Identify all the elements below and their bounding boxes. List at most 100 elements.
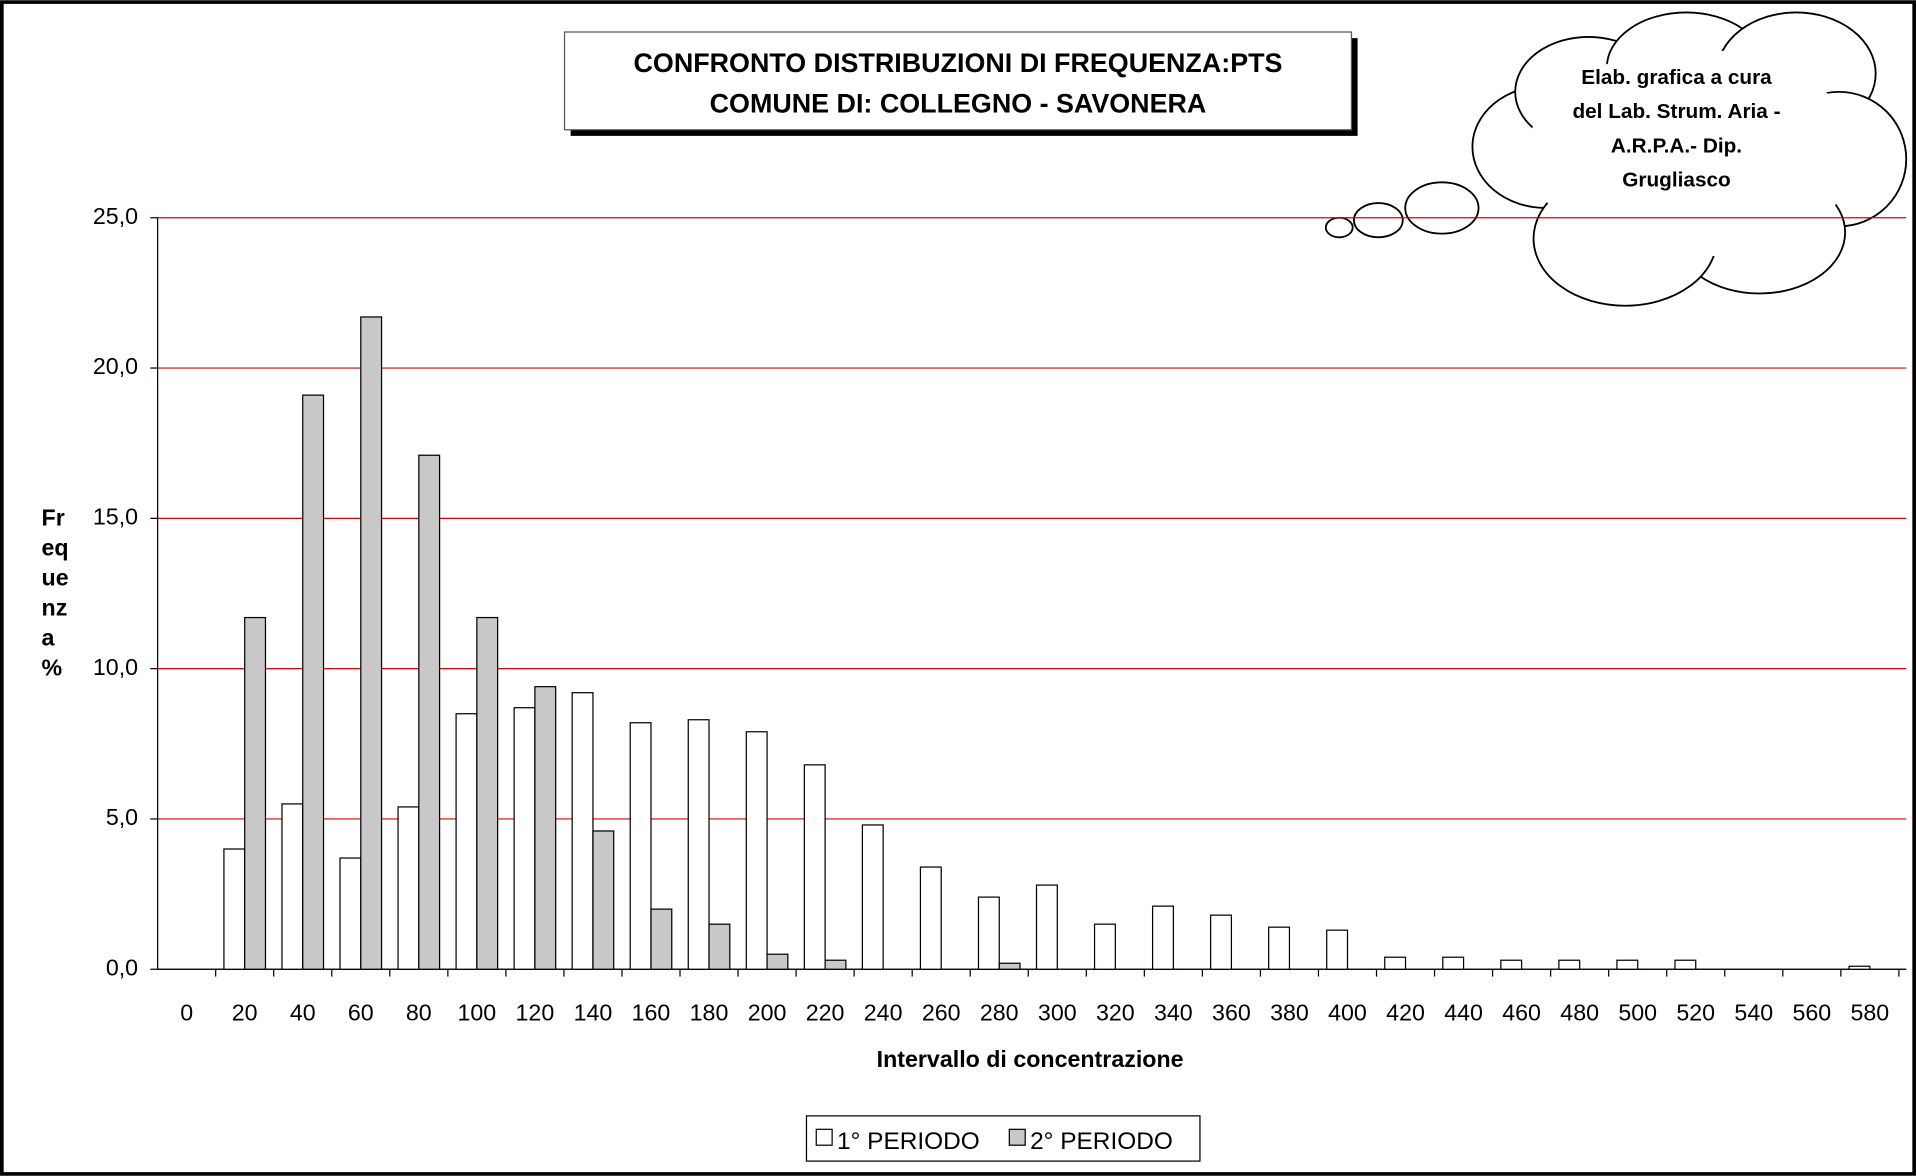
x-tick-label: 560: [1792, 1000, 1831, 1026]
bar: [476, 616, 499, 970]
x-tick-label: 480: [1560, 1000, 1599, 1026]
bar: [223, 848, 246, 970]
bar: [534, 686, 557, 970]
y-axis-title: %: [42, 654, 63, 680]
bar: [1035, 884, 1058, 970]
bar: [1500, 959, 1523, 970]
plot: [150, 217, 1907, 977]
x-tick-label: 40: [290, 1000, 316, 1026]
bar: [1674, 959, 1697, 970]
legend-box: [805, 1115, 1201, 1162]
y-tick-label: 15,0: [93, 503, 138, 529]
bar: [1848, 965, 1871, 970]
bar: [1326, 929, 1349, 970]
x-tick-label: 420: [1386, 1000, 1425, 1026]
y-axis-title: a: [42, 624, 56, 650]
x-tick-label: 540: [1734, 1000, 1773, 1026]
bar: [977, 896, 1000, 970]
annotation-line: del Lab. Strum. Aria -: [1572, 100, 1780, 123]
bar: [1210, 914, 1233, 970]
bar: [302, 394, 325, 970]
bar: [281, 803, 304, 970]
x-tick-label: 360: [1212, 1000, 1251, 1026]
x-tick-label: 60: [348, 1000, 374, 1026]
bar: [1616, 959, 1639, 970]
x-tick-label: 400: [1328, 1000, 1367, 1026]
x-tick-label: 520: [1676, 1000, 1715, 1026]
x-tick-label: 380: [1270, 1000, 1309, 1026]
x-tick-label: 300: [1038, 1000, 1077, 1026]
title-box: [563, 31, 1353, 131]
x-tick-label: 260: [922, 1000, 961, 1026]
x-tick-label: 220: [806, 1000, 845, 1026]
y-axis-title: eq: [42, 535, 69, 561]
x-tick-label: 120: [516, 1000, 555, 1026]
x-tick-label: 200: [748, 1000, 787, 1026]
cloud-fill: [1527, 49, 1858, 257]
bar: [1093, 923, 1116, 970]
cloud-bubble: [1324, 216, 1354, 239]
x-tick-label: 460: [1502, 1000, 1541, 1026]
cloud-bubble: [1352, 202, 1404, 239]
x-tick-label: 20: [232, 1000, 258, 1026]
bar: [687, 719, 710, 970]
legend-label: 2° PERIODO: [1030, 1128, 1173, 1155]
annotation-line: Grugliasco: [1622, 169, 1730, 192]
x-axis-title: Intervallo di concentrazione: [877, 1046, 1184, 1072]
y-axis-title: Fr: [42, 505, 65, 531]
chart-title: COMUNE DI: COLLEGNO - SAVONERA: [710, 88, 1207, 118]
bar: [1442, 956, 1465, 970]
x-tick-label: 0: [180, 1000, 193, 1026]
y-tick-label: 0,0: [106, 954, 138, 980]
legend-swatch: [1008, 1128, 1026, 1146]
cloud: [1324, 11, 1908, 307]
bar: [455, 713, 478, 970]
bar: [803, 764, 826, 970]
y-tick-label: 25,0: [93, 203, 138, 229]
y-tick-label: 10,0: [93, 654, 138, 680]
x-tick-label: 180: [690, 1000, 729, 1026]
bar: [1268, 926, 1291, 970]
bar: [1558, 959, 1581, 970]
x-tick-label: 320: [1096, 1000, 1135, 1026]
annotation-line: Elab. grafica a cura: [1581, 66, 1772, 89]
bar: [1151, 905, 1174, 970]
bar: [919, 866, 942, 970]
x-tick-label: 500: [1618, 1000, 1657, 1026]
bar: [1384, 956, 1407, 970]
bar: [861, 824, 884, 970]
x-tick-label: 80: [406, 1000, 432, 1026]
x-tick-label: 240: [864, 1000, 903, 1026]
bar: [418, 454, 441, 970]
y-tick-label: 5,0: [106, 804, 138, 830]
bar: [592, 830, 615, 970]
legend-swatch: [815, 1128, 833, 1146]
x-tick-label: 100: [458, 1000, 497, 1026]
bar: [244, 616, 267, 970]
x-tick-label: 280: [980, 1000, 1019, 1026]
bar: [339, 857, 362, 970]
y-axis-title: nz: [42, 595, 68, 621]
bar: [397, 806, 420, 970]
annotation: Elab. grafica a cura del Lab. Strum. Aria…: [1572, 66, 1780, 192]
bar: [513, 707, 536, 970]
cloud-bubble: [1404, 181, 1480, 235]
x-tick-label: 160: [632, 1000, 671, 1026]
bar: [708, 923, 731, 970]
x-tick-label: 140: [574, 1000, 613, 1026]
chart-title: CONFRONTO DISTRIBUZIONI DI FREQUENZA:PTS: [634, 48, 1283, 78]
x-tick-label: 340: [1154, 1000, 1193, 1026]
bar: [650, 908, 673, 970]
bar: [824, 959, 847, 970]
bar: [766, 953, 789, 970]
x-tick-label: 440: [1444, 1000, 1483, 1026]
bar: [629, 722, 652, 970]
bar: [745, 731, 768, 970]
legend-label: 1° PERIODO: [837, 1128, 980, 1155]
bar: [998, 962, 1021, 970]
x-tick-label: 580: [1851, 1000, 1890, 1026]
bar: [571, 692, 594, 970]
bar: [360, 316, 383, 970]
